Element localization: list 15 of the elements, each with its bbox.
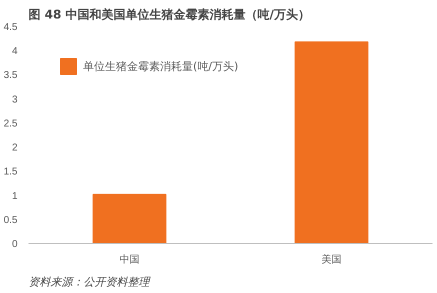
- x-tick-label: 中国: [120, 254, 140, 266]
- y-tick-label: 2: [12, 142, 18, 154]
- chart-title: 图 48 中国和美国单位生猪金霉素消耗量（吨/万头）: [28, 8, 310, 22]
- y-tick-label: 2.5: [4, 118, 18, 130]
- x-tick-label: 美国: [322, 254, 342, 266]
- y-tick-label: 4: [12, 46, 18, 58]
- y-tick-label: 1: [12, 190, 18, 202]
- y-tick-label: 1.5: [4, 166, 18, 178]
- y-tick-label: 3: [12, 94, 18, 106]
- y-tick-label: 4.5: [4, 22, 18, 33]
- text: 资料来源：公开资料整理: [28, 276, 152, 288]
- y-tick-label: 3.5: [4, 70, 18, 82]
- y-tick-label: 0: [12, 239, 18, 250]
- y-tick-label: 0.5: [4, 214, 18, 226]
- legend-label: 单位生猪金霉素消耗量(吨/万头): [83, 58, 238, 74]
